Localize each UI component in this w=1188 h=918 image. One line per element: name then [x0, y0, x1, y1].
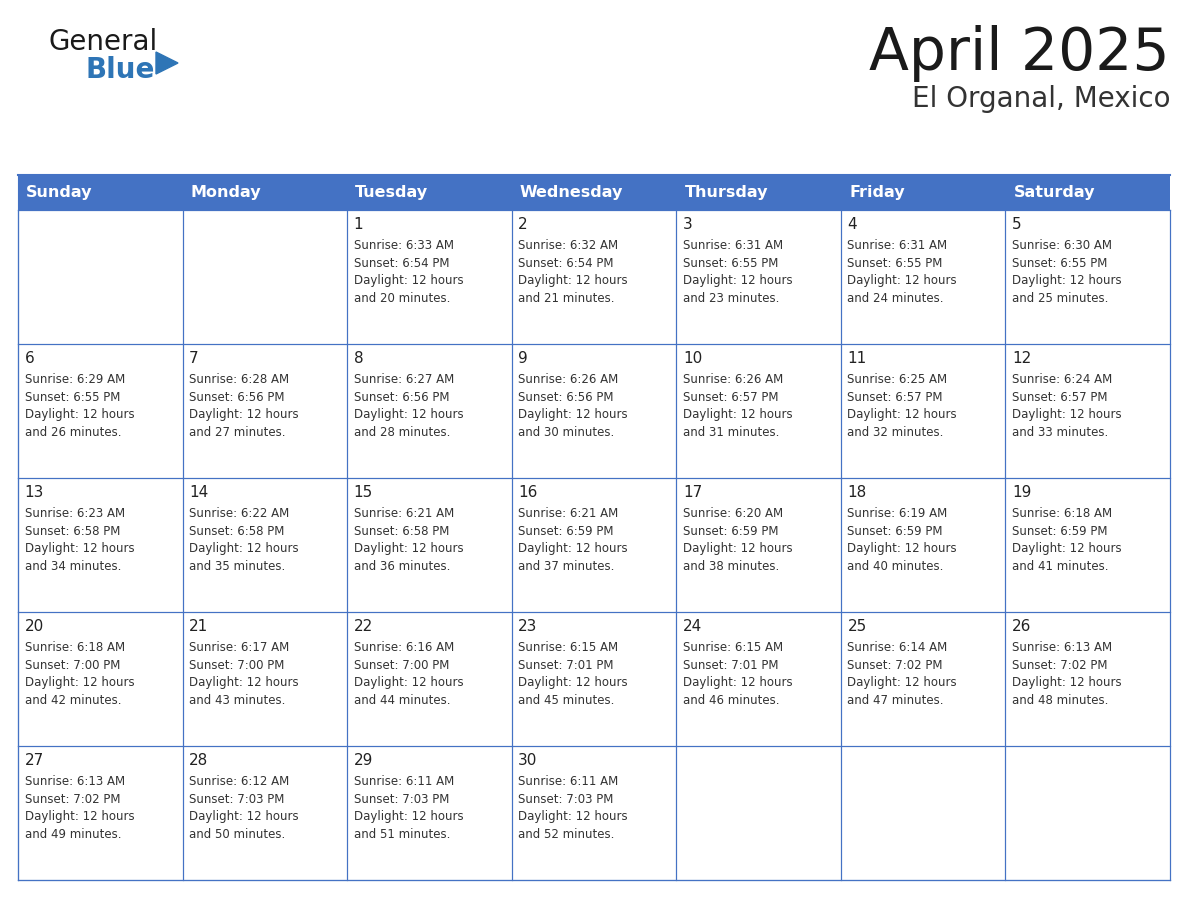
Text: 29: 29 — [354, 753, 373, 767]
Text: 27: 27 — [25, 753, 44, 767]
Text: 8: 8 — [354, 351, 364, 365]
Text: 20: 20 — [25, 619, 44, 633]
Text: Tuesday: Tuesday — [355, 185, 429, 200]
Text: Sunrise: 6:13 AM
Sunset: 7:02 PM
Daylight: 12 hours
and 48 minutes.: Sunrise: 6:13 AM Sunset: 7:02 PM Dayligh… — [1012, 642, 1121, 707]
Text: 19: 19 — [1012, 485, 1031, 499]
Text: Sunrise: 6:33 AM
Sunset: 6:54 PM
Daylight: 12 hours
and 20 minutes.: Sunrise: 6:33 AM Sunset: 6:54 PM Dayligh… — [354, 240, 463, 305]
Text: Sunrise: 6:22 AM
Sunset: 6:58 PM
Daylight: 12 hours
and 35 minutes.: Sunrise: 6:22 AM Sunset: 6:58 PM Dayligh… — [189, 508, 298, 573]
Text: 18: 18 — [847, 485, 867, 499]
Text: Sunrise: 6:16 AM
Sunset: 7:00 PM
Daylight: 12 hours
and 44 minutes.: Sunrise: 6:16 AM Sunset: 7:00 PM Dayligh… — [354, 642, 463, 707]
Text: Sunrise: 6:11 AM
Sunset: 7:03 PM
Daylight: 12 hours
and 51 minutes.: Sunrise: 6:11 AM Sunset: 7:03 PM Dayligh… — [354, 776, 463, 841]
Text: 6: 6 — [25, 351, 34, 365]
Text: 2: 2 — [518, 217, 527, 231]
Text: Sunrise: 6:11 AM
Sunset: 7:03 PM
Daylight: 12 hours
and 52 minutes.: Sunrise: 6:11 AM Sunset: 7:03 PM Dayligh… — [518, 776, 628, 841]
Text: Sunrise: 6:19 AM
Sunset: 6:59 PM
Daylight: 12 hours
and 40 minutes.: Sunrise: 6:19 AM Sunset: 6:59 PM Dayligh… — [847, 508, 958, 573]
Text: Sunrise: 6:17 AM
Sunset: 7:00 PM
Daylight: 12 hours
and 43 minutes.: Sunrise: 6:17 AM Sunset: 7:00 PM Dayligh… — [189, 642, 298, 707]
Text: Sunrise: 6:15 AM
Sunset: 7:01 PM
Daylight: 12 hours
and 46 minutes.: Sunrise: 6:15 AM Sunset: 7:01 PM Dayligh… — [683, 642, 792, 707]
Text: Sunrise: 6:21 AM
Sunset: 6:58 PM
Daylight: 12 hours
and 36 minutes.: Sunrise: 6:21 AM Sunset: 6:58 PM Dayligh… — [354, 508, 463, 573]
Text: Sunrise: 6:26 AM
Sunset: 6:57 PM
Daylight: 12 hours
and 31 minutes.: Sunrise: 6:26 AM Sunset: 6:57 PM Dayligh… — [683, 374, 792, 439]
Text: Sunrise: 6:31 AM
Sunset: 6:55 PM
Daylight: 12 hours
and 23 minutes.: Sunrise: 6:31 AM Sunset: 6:55 PM Dayligh… — [683, 240, 792, 305]
Bar — [1005, 175, 1170, 210]
Text: Wednesday: Wednesday — [520, 185, 624, 200]
Text: Blue: Blue — [86, 56, 156, 84]
Text: 21: 21 — [189, 619, 208, 633]
Text: 28: 28 — [189, 753, 208, 767]
Text: 17: 17 — [683, 485, 702, 499]
Text: Sunrise: 6:27 AM
Sunset: 6:56 PM
Daylight: 12 hours
and 28 minutes.: Sunrise: 6:27 AM Sunset: 6:56 PM Dayligh… — [354, 374, 463, 439]
Text: 12: 12 — [1012, 351, 1031, 365]
Text: Sunrise: 6:24 AM
Sunset: 6:57 PM
Daylight: 12 hours
and 33 minutes.: Sunrise: 6:24 AM Sunset: 6:57 PM Dayligh… — [1012, 374, 1121, 439]
Text: Sunrise: 6:31 AM
Sunset: 6:55 PM
Daylight: 12 hours
and 24 minutes.: Sunrise: 6:31 AM Sunset: 6:55 PM Dayligh… — [847, 240, 958, 305]
Text: 14: 14 — [189, 485, 208, 499]
Text: 9: 9 — [518, 351, 527, 365]
Bar — [676, 175, 841, 210]
Text: 7: 7 — [189, 351, 198, 365]
Text: 23: 23 — [518, 619, 538, 633]
Text: Saturday: Saturday — [1013, 185, 1095, 200]
Text: 4: 4 — [847, 217, 857, 231]
Text: Monday: Monday — [191, 185, 261, 200]
Text: Thursday: Thursday — [684, 185, 767, 200]
Text: 25: 25 — [847, 619, 867, 633]
Text: Sunrise: 6:25 AM
Sunset: 6:57 PM
Daylight: 12 hours
and 32 minutes.: Sunrise: 6:25 AM Sunset: 6:57 PM Dayligh… — [847, 374, 958, 439]
Text: 10: 10 — [683, 351, 702, 365]
Text: El Organal, Mexico: El Organal, Mexico — [911, 85, 1170, 113]
Text: 1: 1 — [354, 217, 364, 231]
Text: Sunrise: 6:21 AM
Sunset: 6:59 PM
Daylight: 12 hours
and 37 minutes.: Sunrise: 6:21 AM Sunset: 6:59 PM Dayligh… — [518, 508, 628, 573]
Text: April 2025: April 2025 — [870, 25, 1170, 82]
Bar — [512, 175, 676, 210]
Text: Sunrise: 6:20 AM
Sunset: 6:59 PM
Daylight: 12 hours
and 38 minutes.: Sunrise: 6:20 AM Sunset: 6:59 PM Dayligh… — [683, 508, 792, 573]
Text: 11: 11 — [847, 351, 867, 365]
Text: 30: 30 — [518, 753, 538, 767]
Text: Friday: Friday — [849, 185, 905, 200]
Text: 16: 16 — [518, 485, 538, 499]
Text: 26: 26 — [1012, 619, 1031, 633]
Text: Sunrise: 6:29 AM
Sunset: 6:55 PM
Daylight: 12 hours
and 26 minutes.: Sunrise: 6:29 AM Sunset: 6:55 PM Dayligh… — [25, 374, 134, 439]
Text: General: General — [48, 28, 157, 56]
Text: Sunrise: 6:18 AM
Sunset: 6:59 PM
Daylight: 12 hours
and 41 minutes.: Sunrise: 6:18 AM Sunset: 6:59 PM Dayligh… — [1012, 508, 1121, 573]
Text: 3: 3 — [683, 217, 693, 231]
Polygon shape — [156, 52, 178, 74]
Text: Sunrise: 6:13 AM
Sunset: 7:02 PM
Daylight: 12 hours
and 49 minutes.: Sunrise: 6:13 AM Sunset: 7:02 PM Dayligh… — [25, 776, 134, 841]
Text: Sunrise: 6:15 AM
Sunset: 7:01 PM
Daylight: 12 hours
and 45 minutes.: Sunrise: 6:15 AM Sunset: 7:01 PM Dayligh… — [518, 642, 628, 707]
Text: 15: 15 — [354, 485, 373, 499]
Bar — [347, 175, 512, 210]
Text: 13: 13 — [25, 485, 44, 499]
Bar — [183, 175, 347, 210]
Text: Sunrise: 6:23 AM
Sunset: 6:58 PM
Daylight: 12 hours
and 34 minutes.: Sunrise: 6:23 AM Sunset: 6:58 PM Dayligh… — [25, 508, 134, 573]
Bar — [841, 175, 1005, 210]
Text: Sunrise: 6:26 AM
Sunset: 6:56 PM
Daylight: 12 hours
and 30 minutes.: Sunrise: 6:26 AM Sunset: 6:56 PM Dayligh… — [518, 374, 628, 439]
Text: Sunrise: 6:18 AM
Sunset: 7:00 PM
Daylight: 12 hours
and 42 minutes.: Sunrise: 6:18 AM Sunset: 7:00 PM Dayligh… — [25, 642, 134, 707]
Text: Sunrise: 6:14 AM
Sunset: 7:02 PM
Daylight: 12 hours
and 47 minutes.: Sunrise: 6:14 AM Sunset: 7:02 PM Dayligh… — [847, 642, 958, 707]
Text: Sunrise: 6:30 AM
Sunset: 6:55 PM
Daylight: 12 hours
and 25 minutes.: Sunrise: 6:30 AM Sunset: 6:55 PM Dayligh… — [1012, 240, 1121, 305]
Text: Sunrise: 6:12 AM
Sunset: 7:03 PM
Daylight: 12 hours
and 50 minutes.: Sunrise: 6:12 AM Sunset: 7:03 PM Dayligh… — [189, 776, 298, 841]
Text: 22: 22 — [354, 619, 373, 633]
Text: 5: 5 — [1012, 217, 1022, 231]
Text: Sunrise: 6:28 AM
Sunset: 6:56 PM
Daylight: 12 hours
and 27 minutes.: Sunrise: 6:28 AM Sunset: 6:56 PM Dayligh… — [189, 374, 298, 439]
Text: Sunday: Sunday — [26, 185, 93, 200]
Text: Sunrise: 6:32 AM
Sunset: 6:54 PM
Daylight: 12 hours
and 21 minutes.: Sunrise: 6:32 AM Sunset: 6:54 PM Dayligh… — [518, 240, 628, 305]
Bar — [18, 175, 183, 210]
Text: 24: 24 — [683, 619, 702, 633]
